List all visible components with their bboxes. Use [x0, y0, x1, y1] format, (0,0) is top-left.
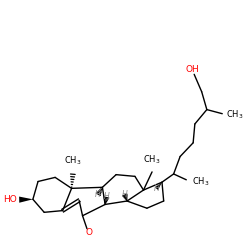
Text: CH$_3$: CH$_3$ — [226, 108, 243, 121]
Text: H: H — [154, 184, 160, 193]
Text: H: H — [122, 190, 128, 199]
Text: CH$_3$: CH$_3$ — [64, 154, 82, 167]
Polygon shape — [19, 196, 33, 203]
Text: HO: HO — [3, 195, 17, 204]
Text: O: O — [86, 228, 93, 237]
Text: CH$_3$: CH$_3$ — [192, 175, 210, 188]
Text: H: H — [95, 190, 101, 199]
Text: CH$_3$: CH$_3$ — [143, 154, 161, 166]
Text: H: H — [104, 192, 110, 202]
Polygon shape — [155, 182, 162, 190]
Text: OH: OH — [185, 65, 199, 74]
